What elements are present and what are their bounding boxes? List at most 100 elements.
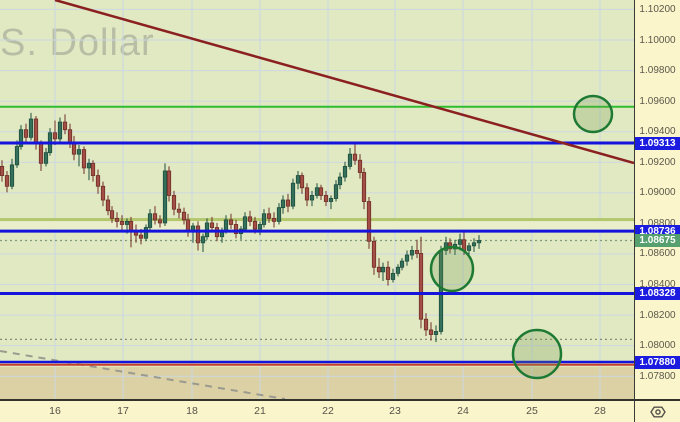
candle-body [423, 318, 429, 331]
dashed-trendline[interactable] [0, 350, 286, 399]
annotation-circle[interactable] [429, 245, 475, 293]
price-axis-label: 1.10200 [639, 3, 676, 15]
annotation-circle[interactable] [572, 94, 614, 134]
candlestick-plot[interactable] [0, 0, 634, 399]
candle-body [476, 240, 482, 244]
date-axis-label: 22 [322, 405, 334, 417]
date-axis-label: 28 [594, 405, 606, 417]
candle-body [76, 149, 82, 155]
candle-body [14, 146, 20, 166]
candle-body [328, 198, 334, 202]
candle-body [109, 210, 115, 219]
candle-body [347, 153, 353, 167]
candle-body [90, 162, 96, 176]
zone-top-edge[interactable] [0, 218, 634, 222]
price-axis-label: 1.07800 [639, 370, 676, 382]
candle-body [233, 224, 239, 235]
red-trendline[interactable] [54, 0, 634, 165]
candle-body [124, 221, 130, 225]
candle-body [33, 118, 39, 144]
candle-body [380, 266, 386, 273]
candle-body [152, 213, 158, 221]
candle-body [357, 159, 363, 173]
candle-body [86, 162, 92, 169]
price-axis-label: 1.09600 [639, 95, 676, 107]
candle-body [309, 195, 315, 201]
candle-body [81, 149, 87, 169]
candle-body [433, 331, 439, 335]
candle-body [157, 219, 163, 224]
candle-body [318, 187, 324, 196]
date-axis-label: 16 [49, 405, 61, 417]
candle-body [105, 199, 111, 212]
date-axis-label: 17 [117, 405, 129, 417]
candle-body [257, 224, 263, 230]
annotation-circle[interactable] [511, 328, 563, 380]
candle-body [276, 207, 282, 222]
candle-body [162, 170, 168, 224]
candle-body [176, 208, 182, 213]
candle-body [385, 266, 391, 280]
candle-body [18, 129, 24, 147]
candle-body [62, 121, 68, 131]
candle-body [95, 175, 101, 187]
time-axis[interactable]: 16 17 18 21 22 23 24 25 28 [0, 399, 634, 422]
candle-body [228, 219, 234, 225]
price-axis-label: 1.09800 [639, 65, 676, 77]
candle-body [457, 239, 463, 245]
candle-body [52, 132, 58, 140]
candle-body [195, 225, 201, 244]
date-axis-label: 21 [254, 405, 266, 417]
candle-body [337, 176, 343, 186]
candle-body [114, 217, 120, 222]
axis-settings-button[interactable] [634, 399, 680, 422]
candle-body [390, 272, 396, 280]
candle-body [38, 143, 44, 164]
price-axis-label: 1.09200 [639, 156, 676, 168]
candle-body [323, 195, 329, 202]
date-axis-label: 23 [389, 405, 401, 417]
candle-body [299, 175, 305, 189]
candle-body [342, 165, 348, 178]
candle-body [67, 129, 73, 143]
candle-body [409, 250, 415, 256]
chart-canvas[interactable]: S. Dollar [0, 0, 634, 399]
candle-body [290, 182, 296, 207]
price-axis-label: 1.08400 [639, 279, 676, 291]
candle-body [43, 152, 49, 164]
candle-body [266, 213, 272, 219]
candle-body [280, 199, 286, 209]
candle-body [242, 216, 248, 230]
price-axis[interactable]: 1.10200 1.10000 1.09800 1.09600 1.09400 1.092… [634, 0, 680, 399]
candle-body [414, 250, 420, 254]
candle-body [57, 121, 63, 140]
candle-body [404, 254, 410, 262]
candle-body [466, 245, 472, 251]
candle-body [119, 221, 125, 225]
zone-fill[interactable] [0, 221, 634, 230]
price-axis-label: 1.08800 [639, 217, 676, 229]
candle-body [200, 236, 206, 244]
candle-body [366, 201, 372, 242]
date-axis-label: 24 [457, 405, 469, 417]
candle-body [23, 129, 29, 138]
candle-body [361, 172, 367, 202]
candle-body [285, 199, 291, 207]
price-axis-label: 1.08600 [639, 248, 676, 260]
price-axis-label: 1.10000 [639, 34, 676, 46]
price-level-badge: 1.08328 [635, 287, 680, 301]
candle-body [304, 187, 310, 201]
candle-body [295, 175, 301, 184]
price-axis-label: 1.08000 [639, 340, 676, 352]
price-level-badge: 1.07880 [635, 355, 680, 369]
candle-body [395, 266, 401, 274]
candle-body [138, 234, 144, 239]
date-axis-label: 18 [186, 405, 198, 417]
candle-body [28, 118, 34, 138]
candle-body [371, 240, 377, 268]
candle-body [376, 266, 382, 273]
candle-body [247, 216, 253, 222]
price-axis-label: 1.09000 [639, 187, 676, 199]
candle-body [147, 213, 153, 228]
